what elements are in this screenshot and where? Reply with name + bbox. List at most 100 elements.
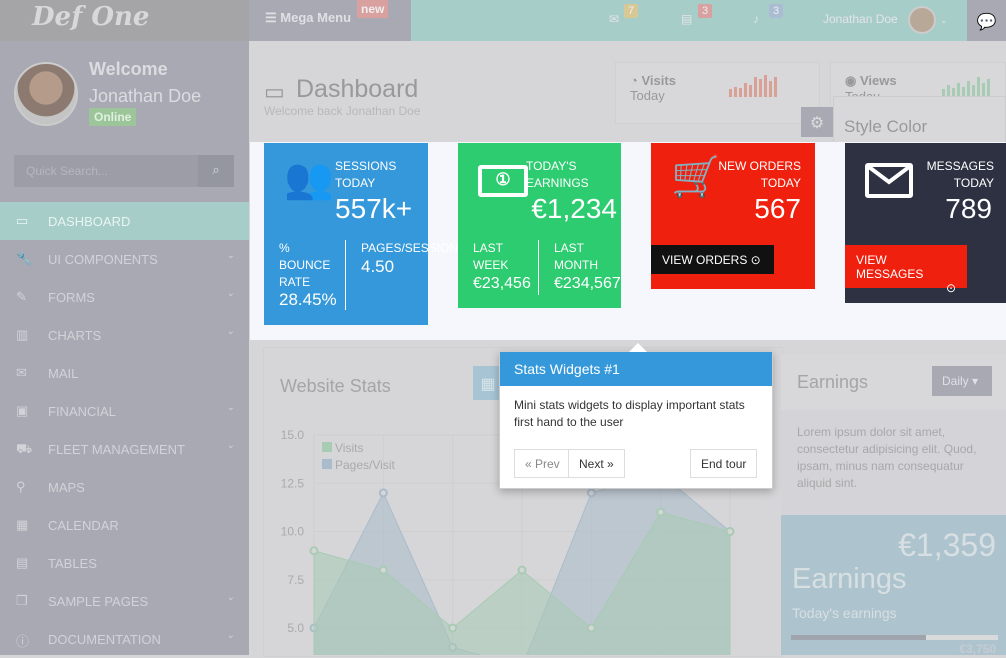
website-stats-title: Website Stats bbox=[280, 376, 391, 396]
chevron-down-icon: ⌄ bbox=[226, 250, 235, 261]
legend-swatch bbox=[322, 442, 332, 452]
messages-value: 789 bbox=[945, 193, 992, 224]
data-point bbox=[586, 488, 596, 498]
money-icon: ▣ bbox=[16, 403, 29, 418]
sparkline-bar bbox=[987, 79, 990, 97]
sidebar-item-label: FINANCIAL bbox=[48, 404, 116, 419]
sidebar-item-financial[interactable]: ▣ FINANCIAL ⌄ bbox=[0, 392, 249, 430]
top-nav: ✉ 7 ▤ 3 ♪ 3 Jonathan Doe ⌄ bbox=[411, 0, 967, 41]
new-badge: new bbox=[357, 0, 389, 18]
sidebar-item-label: MAIL bbox=[48, 366, 79, 381]
style-color-panel[interactable]: Style Color bbox=[833, 96, 1006, 146]
sparkline-bar bbox=[749, 85, 752, 97]
sidebar-item-charts[interactable]: ▥ CHARTS ⌄ bbox=[0, 316, 249, 354]
chevron-down-icon: ⌄ bbox=[226, 326, 235, 337]
sessions-value: 557k+ bbox=[335, 193, 413, 224]
sidebar-item-ui-components[interactable]: 🔧 UI COMPONENTS ⌄ bbox=[0, 240, 249, 278]
sparkline-bar bbox=[942, 89, 945, 97]
search-button[interactable]: ⌕ bbox=[198, 155, 234, 187]
earnings-widget: ① TODAY'S EARNINGS €1,234 LAST WEEK €23,45… bbox=[458, 143, 621, 308]
chat-icon[interactable]: 💬 bbox=[967, 0, 1006, 41]
sparkline-bar bbox=[967, 81, 970, 97]
envelope-icon: ✉ bbox=[16, 365, 27, 380]
page-title: Dashboard bbox=[296, 75, 419, 103]
daily-dropdown[interactable]: Daily ▾ bbox=[932, 366, 992, 396]
sparkline-bar bbox=[962, 87, 965, 97]
chevron-down-icon: ⌄ bbox=[226, 440, 235, 451]
sidebar-item-tables[interactable]: ▤ TABLES bbox=[0, 544, 249, 582]
sessions-label: SESSIONS TODAY bbox=[335, 159, 397, 190]
y-tick-label: 7.5 bbox=[287, 573, 304, 587]
monitor-icon: ▭ bbox=[16, 213, 29, 228]
view-messages-button[interactable]: VIEW MESSAGES ⊙ bbox=[845, 245, 967, 295]
sidebar-item-label: UI COMPONENTS bbox=[48, 252, 158, 267]
messages-label: MESSAGES TODAY bbox=[926, 159, 994, 190]
next-button[interactable]: Next » bbox=[568, 449, 625, 478]
user-avatar[interactable] bbox=[908, 6, 936, 34]
sidebar-item-calendar[interactable]: ▦ CALENDAR bbox=[0, 506, 249, 544]
gear-icon[interactable]: ⚙ bbox=[801, 107, 833, 137]
chevron-down-icon[interactable]: ⌄ bbox=[940, 15, 948, 25]
calendar-badge: 3 bbox=[698, 4, 713, 18]
calendar-button[interactable]: ▦ bbox=[473, 366, 503, 400]
info-icon: ⓘ bbox=[16, 634, 30, 649]
sessions-widget: 👥 SESSIONS TODAY 557k+ % BOUNCE RATE 28.45%… bbox=[264, 143, 458, 325]
visits-sub: Today bbox=[630, 88, 665, 103]
sidebar-item-label: CALENDAR bbox=[48, 518, 119, 533]
prev-button[interactable]: « Prev bbox=[514, 449, 571, 478]
mega-menu-label: Mega Menu bbox=[280, 10, 352, 25]
data-point bbox=[378, 565, 388, 575]
mail-icon[interactable]: ✉ bbox=[609, 12, 620, 26]
data-point bbox=[656, 507, 666, 517]
sparkline-bar bbox=[947, 85, 950, 97]
data-point bbox=[448, 623, 458, 633]
last-week-label: LAST WEEK bbox=[473, 241, 509, 272]
sidebar-item-fleet-management[interactable]: ⛟ FLEET MANAGEMENT ⌄ bbox=[0, 430, 249, 468]
sidebar-item-mail[interactable]: ✉ MAIL bbox=[0, 354, 249, 392]
data-point bbox=[378, 488, 388, 498]
map-marker-icon: ⚲ bbox=[16, 479, 26, 494]
sidebar-item-dashboard[interactable]: ▭ DASHBOARD bbox=[0, 202, 249, 240]
data-point bbox=[725, 527, 735, 536]
sparkline-bar bbox=[957, 83, 960, 97]
chevron-down-icon: ⌄ bbox=[226, 288, 235, 299]
sparkline-bar bbox=[739, 88, 742, 97]
profile-name: Jonathan Doe bbox=[89, 86, 202, 106]
visits-stat: ◔ Visits Today bbox=[615, 62, 820, 124]
brand-logo[interactable]: Def One bbox=[0, 0, 249, 41]
visits-label: ◔ Visits bbox=[630, 73, 676, 88]
y-tick-label: 15.0 bbox=[281, 428, 305, 442]
legend-swatch bbox=[322, 459, 332, 469]
view-orders-button[interactable]: VIEW ORDERS ⊙ bbox=[651, 245, 774, 274]
divider bbox=[538, 240, 539, 295]
user-menu[interactable]: Jonathan Doe bbox=[823, 12, 898, 26]
mega-menu-button[interactable]: ☰ Mega Menu new bbox=[249, 0, 411, 41]
y-tick-label: 10.0 bbox=[281, 525, 305, 539]
sparkline-bar bbox=[734, 87, 737, 97]
bounce-value: 28.45% bbox=[279, 290, 337, 309]
bar-chart-icon: ▥ bbox=[16, 327, 29, 342]
data-point bbox=[586, 623, 596, 633]
sidebar-item-sample-pages[interactable]: ❐ SAMPLE PAGES ⌄ bbox=[0, 582, 249, 620]
y-tick-label: 12.5 bbox=[281, 476, 305, 490]
money-icon: ① bbox=[478, 165, 528, 197]
calendar-icon[interactable]: ▤ bbox=[681, 12, 693, 26]
sidebar-item-maps[interactable]: ⚲ MAPS bbox=[0, 468, 249, 506]
legend-label: Visits bbox=[335, 441, 363, 455]
quick-search-input[interactable]: Quick Search... bbox=[14, 155, 198, 187]
sparkline-bar bbox=[977, 77, 980, 97]
status-badge: Online bbox=[89, 108, 137, 126]
sidebar-item-label: SAMPLE PAGES bbox=[48, 594, 149, 609]
sidebar-item-label: DASHBOARD bbox=[48, 214, 131, 229]
divider bbox=[345, 240, 346, 310]
bell-icon[interactable]: ♪ bbox=[753, 12, 759, 26]
sidebar-item-forms[interactable]: ✎ FORMS ⌄ bbox=[0, 278, 249, 316]
orders-widget: 🛒 NEW ORDERS TODAY 567 VIEW ORDERS ⊙ bbox=[651, 143, 815, 289]
sparkline-bar bbox=[774, 77, 777, 97]
end-tour-button[interactable]: End tour bbox=[690, 449, 758, 478]
pages-value: 4.50 bbox=[361, 257, 395, 276]
earnings-progress bbox=[791, 635, 998, 640]
sidebar-item-label: TABLES bbox=[48, 556, 97, 571]
sidebar-item-documentation[interactable]: ⓘ DOCUMENTATION ⌄ bbox=[0, 620, 249, 658]
earnings-amount: €1,359 bbox=[898, 527, 996, 563]
